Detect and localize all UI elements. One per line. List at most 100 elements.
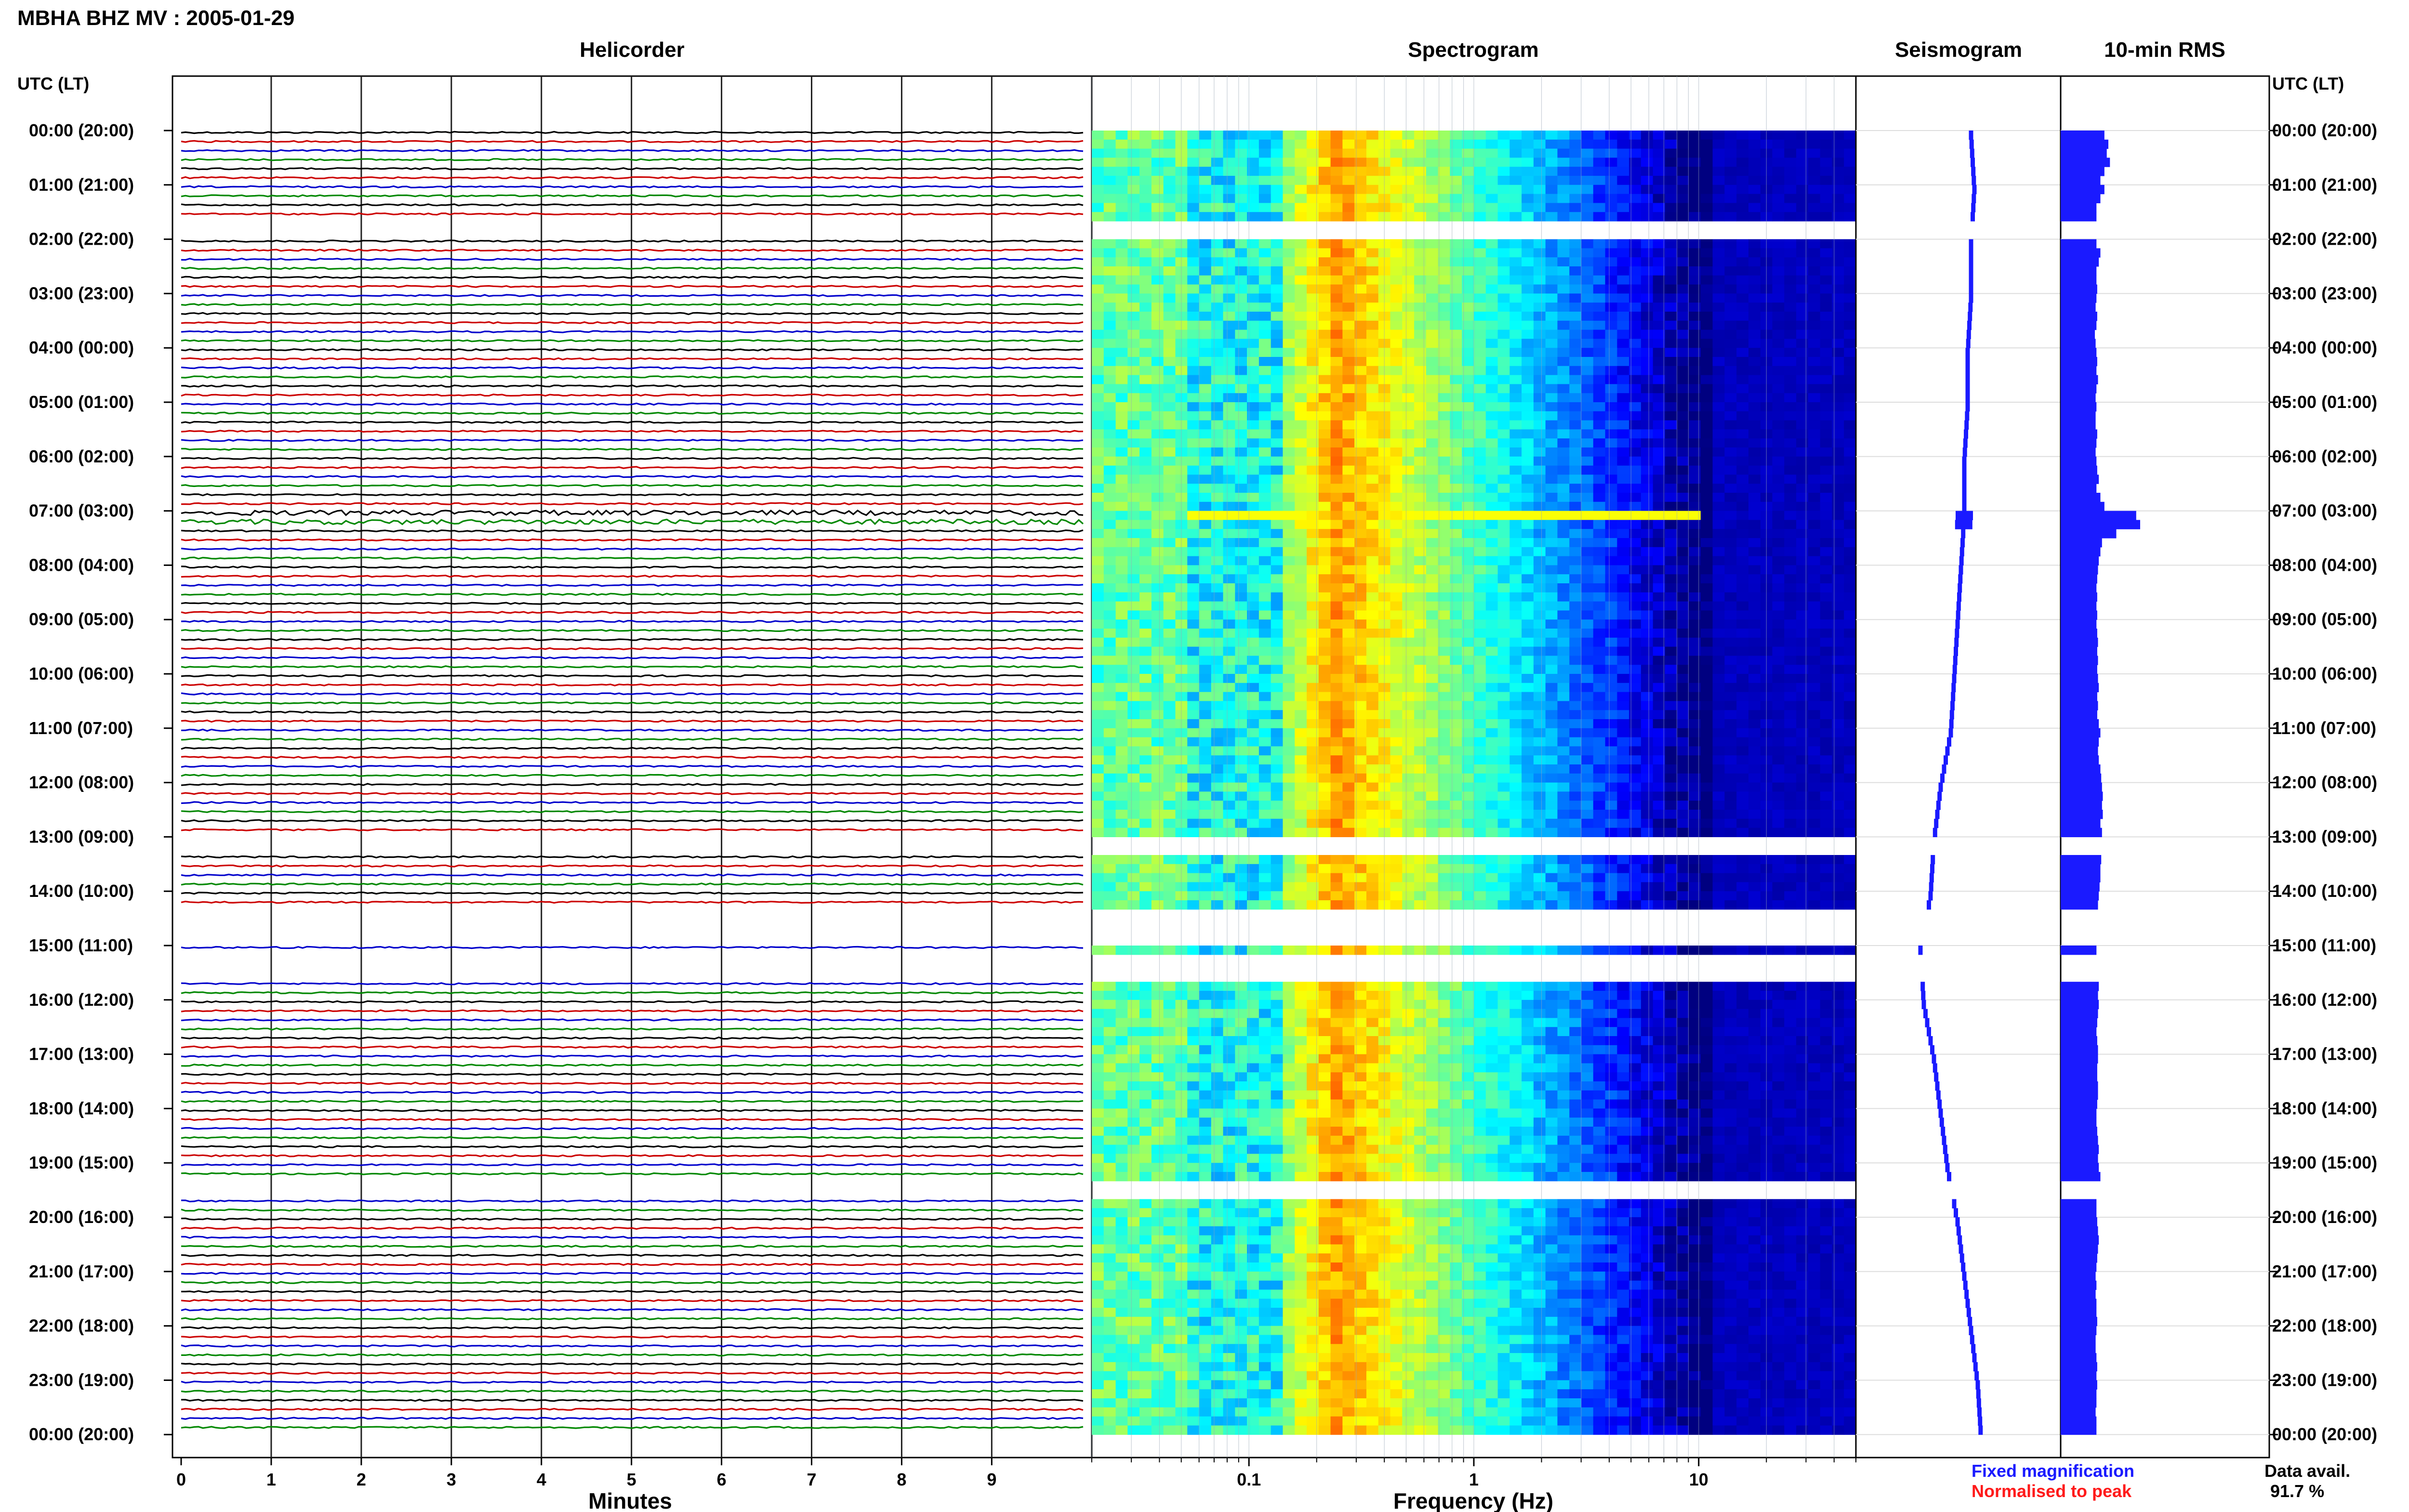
spectrogram-cell xyxy=(1641,212,1654,222)
spectrogram-cell xyxy=(1426,203,1439,212)
spectrogram-cell xyxy=(1115,538,1128,548)
spectrogram-cell xyxy=(1820,275,1833,285)
spectrogram-cell xyxy=(1700,329,1713,339)
spectrogram-cell xyxy=(1581,203,1594,212)
spectrogram-cell xyxy=(1641,810,1654,819)
spectrogram-cell xyxy=(1617,158,1629,167)
spectrogram-cell xyxy=(1820,184,1833,195)
spectrogram-cell xyxy=(1677,801,1689,810)
spectrogram-cell xyxy=(1342,375,1355,384)
spectrogram-cell xyxy=(1641,683,1654,693)
spectrogram-cell xyxy=(1545,465,1558,475)
spectrogram-cell xyxy=(1677,275,1689,285)
spectrogram-cell xyxy=(1127,683,1140,693)
spectrogram-cell xyxy=(1844,293,1856,303)
spectrogram-cell xyxy=(1307,583,1319,593)
time-label: 13:00 (09:00) xyxy=(29,827,134,846)
spectrogram-cell xyxy=(1593,429,1606,439)
spectrogram-cell xyxy=(1127,357,1140,367)
spectrogram-cell xyxy=(1295,719,1307,729)
spectrogram-cell xyxy=(1820,484,1833,493)
spectrogram-cell xyxy=(1342,791,1355,801)
spectrogram-cell xyxy=(1402,719,1415,729)
spectrogram-cell xyxy=(1295,203,1307,212)
helicorder-trace xyxy=(181,357,1084,361)
spectrogram-cell xyxy=(1665,592,1677,602)
spectrogram-cell xyxy=(1283,629,1295,638)
spectrogram-cell xyxy=(1653,565,1666,575)
spectrogram-cell xyxy=(1784,239,1797,249)
spectrogram-cell xyxy=(1342,629,1355,638)
spectrogram-cell xyxy=(1366,501,1379,512)
spectrogram-cell xyxy=(1139,302,1152,312)
spectrogram-cell xyxy=(1462,131,1474,140)
spectrogram-cell xyxy=(1545,538,1558,548)
spectrogram-cell xyxy=(1772,755,1785,765)
spectrogram-cell xyxy=(1593,610,1606,620)
spectrogram-cell xyxy=(1271,674,1284,684)
spectrogram-cell xyxy=(1724,501,1737,512)
spectrogram-cell xyxy=(1258,302,1271,312)
spectrogram-cell xyxy=(1414,538,1427,548)
spectrogram-cell xyxy=(1115,194,1128,203)
spectrogram-cell xyxy=(1247,148,1259,158)
spectrogram-cell xyxy=(1641,131,1654,140)
spectrogram-cell xyxy=(1569,493,1582,502)
spectrogram-cell xyxy=(1736,131,1749,140)
spectrogram-cell xyxy=(1199,683,1212,693)
spectrogram-cell xyxy=(1187,547,1200,557)
spectrogram-cell xyxy=(1677,339,1689,348)
spectrogram-cell xyxy=(1127,411,1140,421)
spectrogram-cell xyxy=(1295,293,1307,303)
spectrogram-cell xyxy=(1509,131,1522,140)
helicorder-trace xyxy=(181,194,1084,197)
spectrogram-cell xyxy=(1247,393,1259,403)
spectrogram-cell xyxy=(1163,284,1176,294)
spectrogram-cell xyxy=(1127,719,1140,729)
spectrogram-cell xyxy=(1522,791,1534,801)
spectrogram-cell xyxy=(1665,167,1677,176)
spectrogram-cell xyxy=(1151,212,1164,222)
spectrogram-cell xyxy=(1283,810,1295,819)
spectrogram-cell xyxy=(1211,710,1224,720)
spectrogram-cell xyxy=(1211,357,1224,367)
spectrogram-cell xyxy=(1533,357,1546,367)
helicorder-trace xyxy=(181,819,1084,823)
spectrogram-cell xyxy=(1151,411,1164,421)
spectrogram-cell xyxy=(1139,592,1152,602)
spectrogram-cell xyxy=(1092,619,1104,629)
spectrogram-cell xyxy=(1605,656,1617,665)
spectrogram-cell xyxy=(1092,348,1104,357)
spectrogram-cell xyxy=(1151,719,1164,729)
spectrogram-cell xyxy=(1354,348,1367,357)
spectrogram-cell xyxy=(1426,339,1439,348)
spectrogram-cell xyxy=(1748,474,1761,484)
spectrogram-cell xyxy=(1163,746,1176,756)
spectrogram-cell xyxy=(1820,339,1833,348)
spectrogram-cell xyxy=(1641,501,1654,512)
spectrogram-cell xyxy=(1832,375,1844,384)
spectrogram-cell xyxy=(1187,484,1200,493)
spectrogram-cell xyxy=(1712,692,1725,701)
spectrogram-cell xyxy=(1736,755,1749,765)
spectrogram-cell xyxy=(1677,701,1689,710)
spectrogram-cell xyxy=(1641,619,1654,629)
spectrogram-cell xyxy=(1509,773,1522,783)
spectrogram-cell xyxy=(1139,755,1152,765)
spectrogram-cell xyxy=(1677,538,1689,548)
spectrogram-cell xyxy=(1808,547,1821,557)
spectrogram-cell xyxy=(1689,438,1701,448)
spectrogram-cell xyxy=(1235,764,1247,774)
spectrogram-cell xyxy=(1545,592,1558,602)
spectrogram-cell xyxy=(1653,375,1666,384)
spectrogram-cell xyxy=(1522,248,1534,258)
spectrogram-cell xyxy=(1163,501,1176,512)
spectrogram-cell xyxy=(1509,782,1522,792)
spectrogram-cell xyxy=(1736,583,1749,593)
spectrogram-cell xyxy=(1426,674,1439,684)
spectrogram-cell xyxy=(1414,402,1427,412)
spectrogram-cell xyxy=(1103,158,1116,167)
spectrogram-cell xyxy=(1211,158,1224,167)
spectrogram-cell xyxy=(1402,148,1415,158)
spectrogram-cell xyxy=(1474,438,1486,448)
